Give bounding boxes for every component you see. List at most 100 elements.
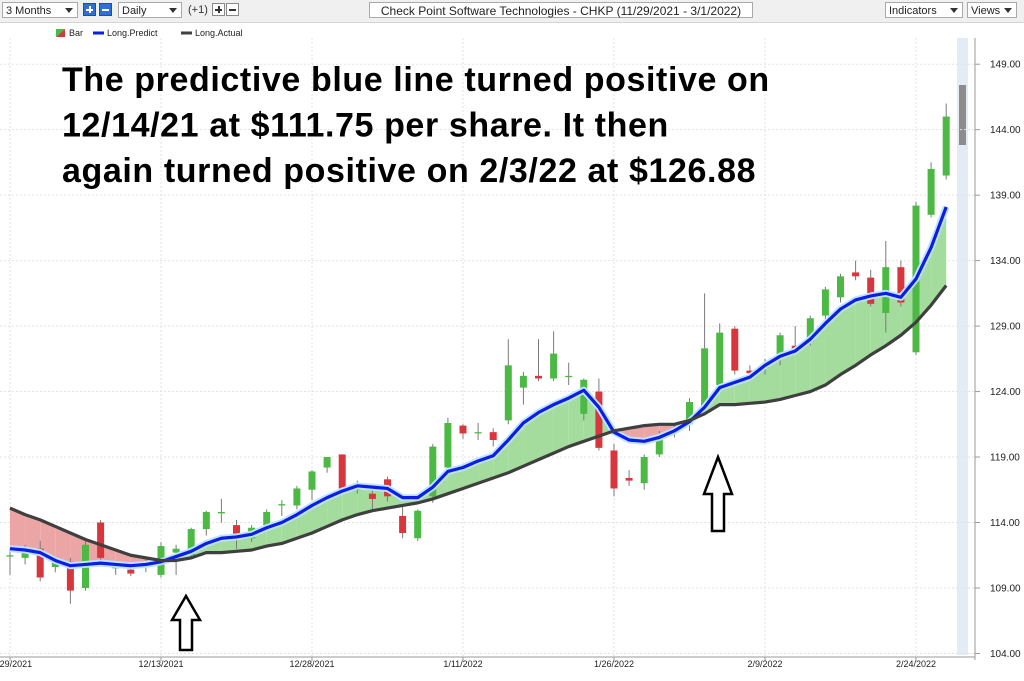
candle-body xyxy=(308,471,316,490)
band xyxy=(916,247,932,323)
candle-body xyxy=(474,432,482,434)
y-tick-label: 104.00 xyxy=(990,649,1021,660)
legend: Bar Long.Predict Long.Actual xyxy=(56,28,243,38)
offset-minus[interactable] xyxy=(226,3,239,16)
axis-labels: 104.00 109.00 114.00 119.00 124.00 129.00 134.… xyxy=(0,60,1021,669)
x-tick-label: 12/28/2021 xyxy=(289,659,334,669)
scrollbar-track[interactable] xyxy=(957,38,968,655)
band xyxy=(357,485,373,515)
candle-body xyxy=(368,493,376,499)
band xyxy=(10,508,26,551)
legend-label: Bar xyxy=(69,28,83,38)
candle-body xyxy=(217,512,225,514)
legend-label: Long.Predict xyxy=(107,28,158,38)
candle-body xyxy=(293,488,301,506)
band xyxy=(810,323,826,392)
series-line xyxy=(9,284,948,563)
band xyxy=(508,422,524,473)
band xyxy=(870,293,886,355)
arrow xyxy=(169,593,203,652)
candle-body xyxy=(897,267,905,303)
candle-body xyxy=(746,370,754,374)
offset-label: (+1) xyxy=(188,4,208,16)
band xyxy=(931,206,947,306)
y-tick-label: 129.00 xyxy=(990,322,1021,333)
band xyxy=(25,514,41,553)
y-tick-label: 114.00 xyxy=(990,518,1020,529)
candle-body xyxy=(806,318,814,342)
band xyxy=(40,519,56,561)
arrow xyxy=(702,453,734,533)
candle-body xyxy=(233,525,240,539)
band xyxy=(765,356,781,403)
lines xyxy=(9,205,950,570)
candle-body xyxy=(942,116,950,176)
y-tick-label: 139.00 xyxy=(990,191,1021,202)
views-button[interactable]: Views xyxy=(967,2,1017,18)
annotation-line: again turned positive on 2/3/22 at $126.… xyxy=(62,152,756,190)
candle-body xyxy=(444,422,452,468)
band xyxy=(327,491,343,527)
toolbar: 3 Months Daily (+1) Check Point Software… xyxy=(0,0,1024,23)
candle-body xyxy=(852,272,860,277)
candle-body xyxy=(459,425,467,434)
candle-body xyxy=(716,332,724,386)
candle-body xyxy=(504,365,512,421)
band xyxy=(885,293,901,346)
x-tick-label: 2/24/2022 xyxy=(896,659,936,669)
candle-body xyxy=(127,569,135,574)
candle-body xyxy=(535,375,542,379)
candle-body xyxy=(36,548,44,578)
legend-label: Long.Actual xyxy=(195,28,243,38)
candle-body xyxy=(837,276,844,298)
y-tick-label: 109.00 xyxy=(990,583,1021,594)
candle-body xyxy=(414,510,422,539)
band xyxy=(568,390,584,447)
offset-plus[interactable] xyxy=(212,3,225,16)
band xyxy=(795,339,811,396)
candle-body xyxy=(625,477,633,481)
y-tick-label: 144.00 xyxy=(990,125,1021,136)
band xyxy=(855,295,871,366)
candle-body xyxy=(278,504,286,506)
candle-body xyxy=(172,548,180,553)
band xyxy=(70,532,86,566)
band xyxy=(523,412,539,467)
candle-body xyxy=(927,168,935,215)
interval-select[interactable]: Daily xyxy=(118,2,182,18)
y-tick-label: 124.00 xyxy=(990,387,1021,398)
candle-body xyxy=(867,277,875,304)
candle-body xyxy=(776,335,784,359)
candle-body xyxy=(821,289,829,316)
annotation-line: 12/14/21 at $111.75 per share. It then xyxy=(62,107,669,145)
annotation-line: The predictive blue line turned positive… xyxy=(62,61,770,99)
candle-body xyxy=(6,555,14,557)
candle-body xyxy=(640,457,648,484)
candle-body xyxy=(338,454,346,489)
scrollbar-thumb[interactable] xyxy=(959,85,966,145)
candle-body xyxy=(595,391,603,448)
band xyxy=(825,309,841,386)
candle-body xyxy=(66,561,74,591)
y-tick-label: 134.00 xyxy=(990,256,1021,267)
candle-body xyxy=(550,353,558,379)
candle-body xyxy=(97,522,105,558)
range-select[interactable]: 3 Months xyxy=(2,2,78,18)
band xyxy=(372,487,388,511)
x-tick-label: 11/29/2021 xyxy=(0,659,32,669)
zoom-in[interactable] xyxy=(83,3,96,16)
candle-body xyxy=(519,375,527,388)
candle-body xyxy=(202,512,210,530)
candle-body xyxy=(263,512,271,526)
indicators-button[interactable]: Indicators xyxy=(885,2,963,18)
candle-body xyxy=(21,552,29,558)
candle-body xyxy=(610,450,618,489)
chart-title: Check Point Software Technologies - CHKP… xyxy=(369,2,753,18)
x-tick-label: 2/9/2022 xyxy=(747,659,782,669)
candle-body xyxy=(580,379,588,414)
y-tick-label: 149.00 xyxy=(990,60,1021,71)
zoom-out[interactable] xyxy=(99,3,112,16)
